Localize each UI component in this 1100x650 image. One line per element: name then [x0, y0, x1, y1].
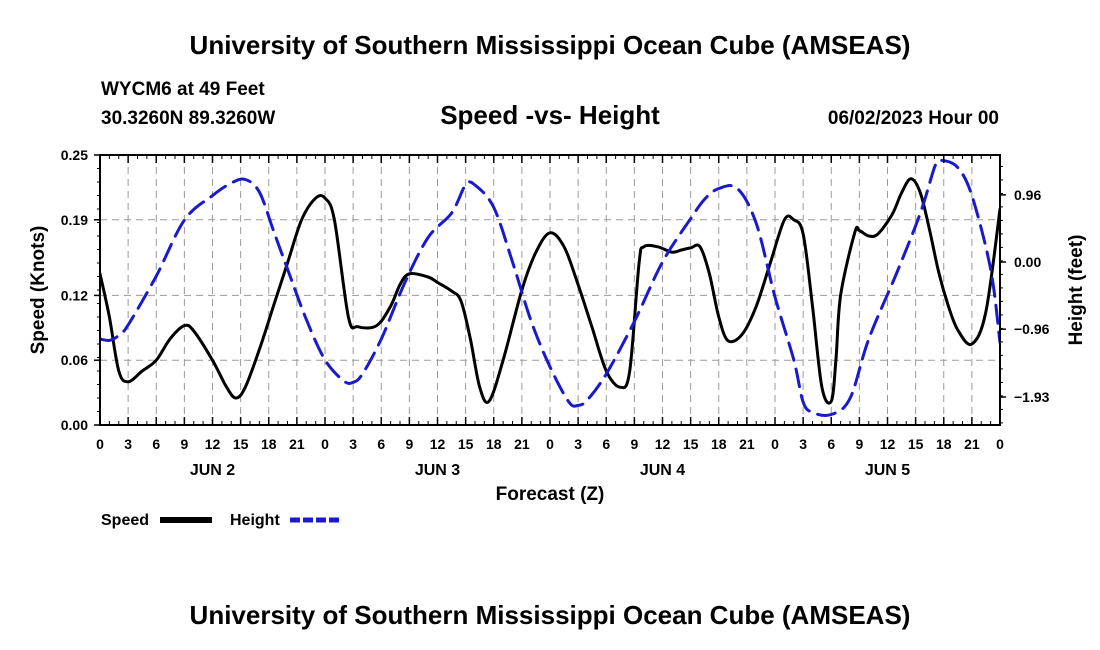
x-tick-label: 0 — [771, 436, 779, 452]
x-tick-label: 6 — [377, 436, 385, 452]
x-tick-label: 0 — [996, 436, 1004, 452]
plot-area — [94, 154, 1006, 426]
y2-tick-label: −0.96 — [1014, 321, 1050, 337]
x-tick-label: 21 — [514, 436, 530, 452]
chart-title: Speed -vs- Height — [440, 100, 660, 130]
station-label: WYCM6 at 49 Feet — [101, 79, 265, 100]
x-tick-label: 3 — [799, 436, 807, 452]
x-tick-label: 12 — [205, 436, 221, 452]
legend-height-label: Height — [230, 512, 280, 529]
series-lines — [100, 158, 1000, 417]
y-tick-label: 0.06 — [61, 352, 88, 368]
x-tick-label: 18 — [486, 436, 502, 452]
x-tick-label: 3 — [349, 436, 357, 452]
x-tick-label: 3 — [124, 436, 132, 452]
day-label: JUN 3 — [415, 462, 460, 479]
x-tick-label: 6 — [152, 436, 160, 452]
x-tick-label: 18 — [711, 436, 727, 452]
y2-tick-labels: 0.96 0.00 −0.96 −1.93 — [1014, 187, 1050, 405]
x-tick-label: 9 — [405, 436, 413, 452]
height-series-line — [100, 158, 1000, 417]
y2-tick-label: 0.96 — [1014, 187, 1041, 203]
bottom-title: University of Southern Mississippi Ocean… — [190, 600, 911, 630]
x-tick-label: 9 — [855, 436, 863, 452]
x-tick-label: 0 — [321, 436, 329, 452]
x-tick-label: 12 — [430, 436, 446, 452]
x-tick-label: 0 — [546, 436, 554, 452]
x-tick-label: 15 — [908, 436, 924, 452]
legend: Speed Height — [101, 512, 342, 529]
x-tick-label: 6 — [602, 436, 610, 452]
x-axis-label: Forecast (Z) — [496, 484, 605, 505]
x-tick-label: 15 — [233, 436, 249, 452]
x-tick-label: 21 — [289, 436, 305, 452]
y-tick-labels: 0.00 0.06 0.12 0.19 0.25 — [61, 147, 88, 433]
speed-series-line — [100, 177, 1000, 405]
y2-tick-label: 0.00 — [1014, 254, 1041, 270]
x-tick-label: 18 — [936, 436, 952, 452]
x-tick-label: 21 — [964, 436, 980, 452]
day-label: JUN 4 — [640, 462, 685, 479]
x-tick-labels: 0 3 6 9 12 15 18 21 0 3 6 9 12 15 18 21 0 3 6 9 12 15 18 21 0 3 6 9… — [96, 436, 1004, 452]
x-tick-label: 6 — [827, 436, 835, 452]
x-tick-label: 15 — [458, 436, 474, 452]
day-label: JUN 2 — [190, 462, 235, 479]
x-tick-label: 15 — [683, 436, 699, 452]
legend-speed-label: Speed — [101, 512, 149, 529]
x-tick-label: 0 — [96, 436, 104, 452]
x-tick-label: 21 — [739, 436, 755, 452]
y-tick-label: 0.25 — [61, 147, 88, 163]
y2-tick-label: −1.93 — [1014, 389, 1050, 405]
day-labels: JUN 2 JUN 3 JUN 4 JUN 5 — [190, 462, 910, 479]
x-tick-label: 9 — [630, 436, 638, 452]
top-title: University of Southern Mississippi Ocean… — [190, 30, 911, 60]
major-ticks — [94, 154, 1006, 426]
y-tick-label: 0.12 — [61, 287, 88, 303]
day-label: JUN 5 — [865, 462, 910, 479]
x-tick-label: 12 — [655, 436, 671, 452]
coords-label: 30.3260N 89.3260W — [101, 108, 275, 129]
y-tick-label: 0.00 — [61, 417, 88, 433]
y-axis-label: Speed (Knots) — [28, 226, 49, 355]
x-tick-label: 12 — [880, 436, 896, 452]
x-tick-label: 9 — [180, 436, 188, 452]
date-label: 06/02/2023 Hour 00 — [828, 108, 999, 129]
y2-axis-label: Height (feet) — [1066, 235, 1087, 346]
y-tick-label: 0.19 — [61, 212, 88, 228]
x-tick-label: 3 — [574, 436, 582, 452]
x-tick-label: 18 — [261, 436, 277, 452]
